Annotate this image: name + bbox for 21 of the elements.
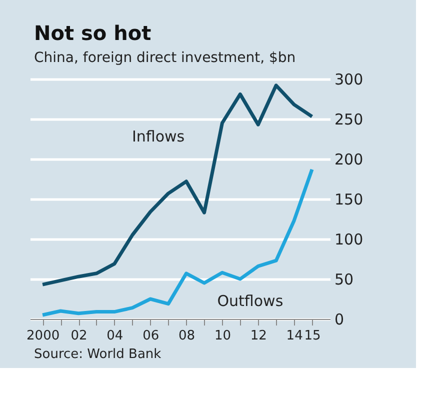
series-label: Outflows xyxy=(217,292,284,310)
y-tick-label: 300 xyxy=(334,70,364,88)
x-tick-label: 08 xyxy=(178,328,196,344)
source-note: Source: World Bank xyxy=(34,347,162,362)
text: Inflows xyxy=(132,127,185,146)
y-tick-label: 50 xyxy=(334,270,354,288)
y-tick-label: 200 xyxy=(334,150,364,168)
x-tick-label: 15 xyxy=(304,328,321,344)
chart-title: Not so hot xyxy=(34,21,152,45)
x-tick-label: 12 xyxy=(250,328,267,344)
x-tick-label: 02 xyxy=(70,328,88,344)
x-tick-label: 14 xyxy=(286,328,303,344)
x-tick-label: 10 xyxy=(214,328,231,344)
y-tick-label: 150 xyxy=(334,190,364,208)
x-tick-label: 2000 xyxy=(26,328,60,344)
y-tick-label: 0 xyxy=(334,310,344,328)
x-tick-label: 06 xyxy=(142,328,160,344)
y-tick-label: 100 xyxy=(334,230,364,248)
chart-subtitle: China, foreign direct investment, $bn xyxy=(34,50,296,66)
y-tick-label: 250 xyxy=(334,110,364,128)
x-tick-label: 04 xyxy=(106,328,124,344)
